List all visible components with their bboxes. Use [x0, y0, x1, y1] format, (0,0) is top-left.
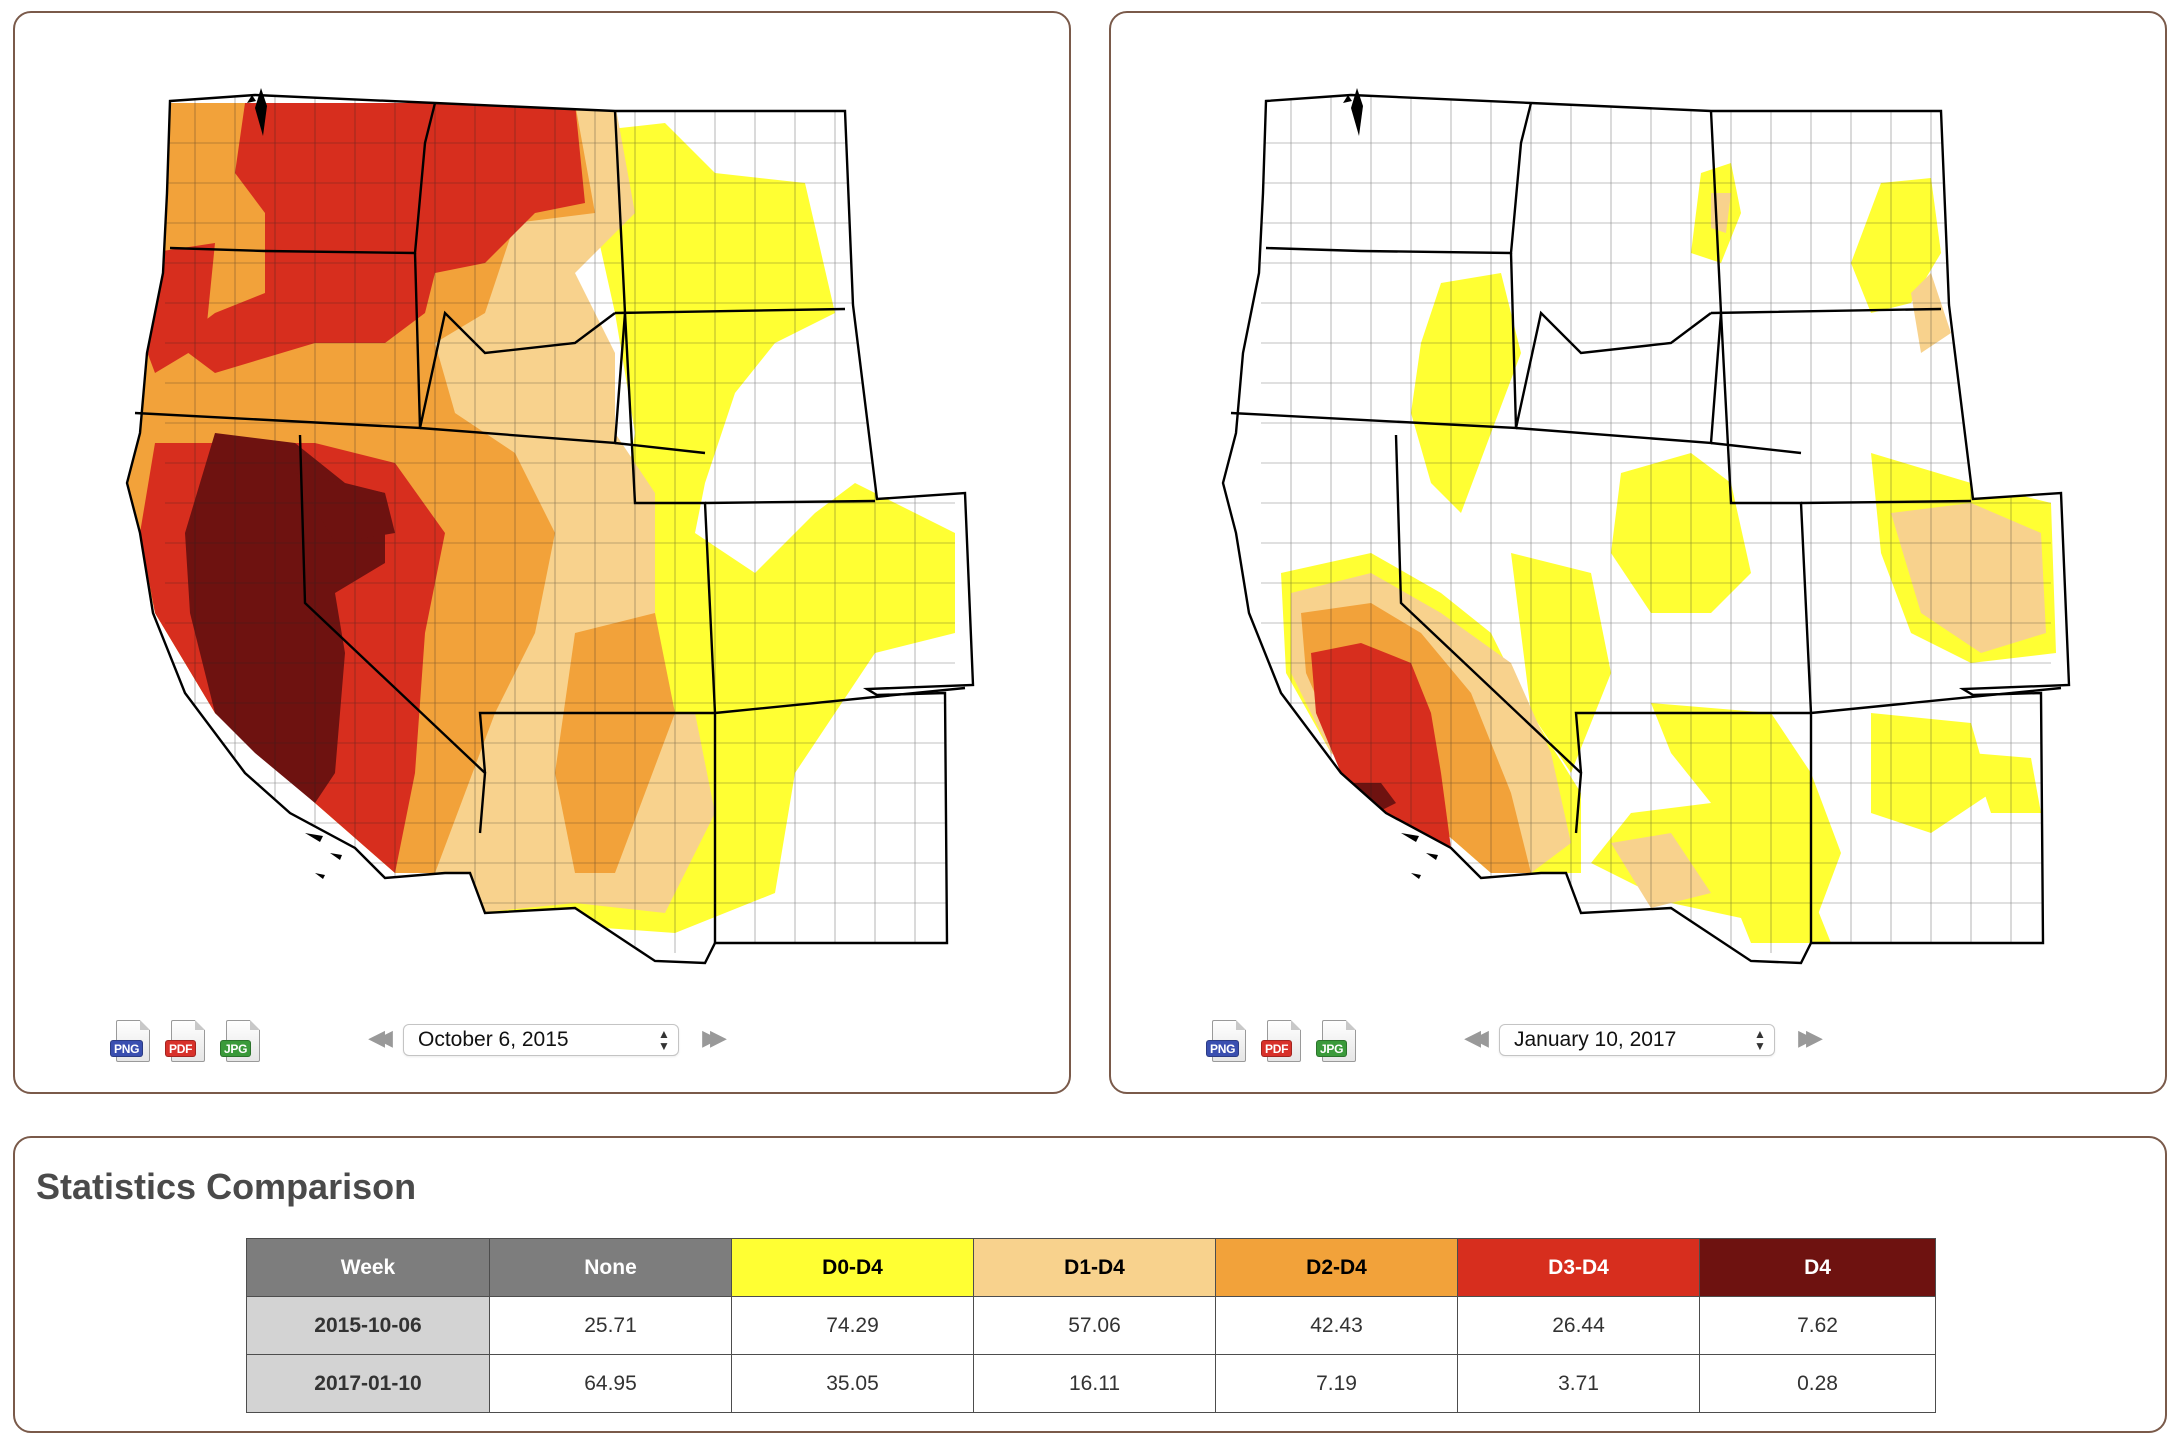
pdf-label: PDF	[1261, 1040, 1293, 1057]
week-cell: 2017-01-10	[246, 1354, 490, 1413]
header-d3-d4: D3-D4	[1457, 1238, 1700, 1297]
header-d4: D4	[1699, 1238, 1936, 1297]
png-label: PNG	[110, 1040, 144, 1057]
drought-map-2015	[125, 88, 975, 965]
value-cell: 25.71	[489, 1296, 732, 1355]
value-cell: 74.29	[731, 1296, 974, 1355]
week-cell: 2015-10-06	[246, 1296, 490, 1355]
fast-forward-icon: ▶▶	[1798, 1025, 1823, 1050]
fast-forward-icon: ▶▶	[702, 1025, 727, 1050]
table-row: 2015-10-06 25.71 74.29 57.06 42.43 26.44…	[246, 1296, 1936, 1355]
jpg-download-button[interactable]: JPG	[1316, 1018, 1364, 1068]
value-cell: 42.43	[1215, 1296, 1458, 1355]
pdf-download-button[interactable]: PDF	[1261, 1018, 1309, 1068]
next-week-button[interactable]: ▶▶	[1789, 1026, 1823, 1050]
jpg-download-button[interactable]: JPG	[220, 1018, 268, 1068]
table-header-row: Week None D0-D4 D1-D4 D2-D4 D3-D4 D4	[246, 1238, 1936, 1297]
header-d1-d4: D1-D4	[973, 1238, 1216, 1297]
value-cell: 7.62	[1699, 1296, 1936, 1355]
rewind-icon: ◀◀	[368, 1025, 393, 1050]
map-panel-2017: PNG PDF JPG ◀◀ January 10, 2017 ▲ ▼ ▶▶	[1109, 11, 2167, 1094]
map-panel-2015: PNG PDF JPG ◀◀ October 6, 2015 ▲ ▼ ▶▶	[13, 11, 1071, 1094]
selected-date: January 10, 2017	[1514, 1028, 1677, 1051]
date-select[interactable]: January 10, 2017 ▲ ▼	[1499, 1024, 1775, 1056]
table-row: 2017-01-10 64.95 35.05 16.11 7.19 3.71 0…	[246, 1354, 1936, 1413]
value-cell: 26.44	[1457, 1296, 1700, 1355]
header-d0-d4: D0-D4	[731, 1238, 974, 1297]
header-week: Week	[246, 1238, 490, 1297]
value-cell: 16.11	[973, 1354, 1216, 1413]
value-cell: 64.95	[489, 1354, 732, 1413]
value-cell: 57.06	[973, 1296, 1216, 1355]
next-week-button[interactable]: ▶▶	[693, 1026, 727, 1050]
map-controls: PNG PDF JPG ◀◀ October 6, 2015 ▲ ▼ ▶▶	[15, 1018, 1069, 1078]
date-select[interactable]: October 6, 2015 ▲ ▼	[403, 1024, 679, 1056]
value-cell: 35.05	[731, 1354, 974, 1413]
previous-week-button[interactable]: ◀◀	[359, 1026, 393, 1050]
png-download-button[interactable]: PNG	[110, 1018, 158, 1068]
value-cell: 3.71	[1457, 1354, 1700, 1413]
png-label: PNG	[1206, 1040, 1240, 1057]
map-controls: PNG PDF JPG ◀◀ January 10, 2017 ▲ ▼ ▶▶	[1111, 1018, 2165, 1078]
select-caret-icon: ▲ ▼	[1754, 1027, 1766, 1053]
jpg-label: JPG	[1316, 1040, 1348, 1057]
header-none: None	[489, 1238, 732, 1297]
statistics-title: Statistics Comparison	[36, 1166, 417, 1207]
previous-week-button[interactable]: ◀◀	[1455, 1026, 1489, 1050]
statistics-panel: Statistics Comparison Week None D0-D4 D1…	[13, 1136, 2167, 1433]
value-cell: 0.28	[1699, 1354, 1936, 1413]
header-d2-d4: D2-D4	[1215, 1238, 1458, 1297]
pdf-download-button[interactable]: PDF	[165, 1018, 213, 1068]
value-cell: 7.19	[1215, 1354, 1458, 1413]
selected-date: October 6, 2015	[418, 1028, 569, 1051]
png-download-button[interactable]: PNG	[1206, 1018, 1254, 1068]
pdf-label: PDF	[165, 1040, 197, 1057]
statistics-table: Week None D0-D4 D1-D4 D2-D4 D3-D4 D4 201…	[246, 1238, 1936, 1413]
jpg-label: JPG	[220, 1040, 252, 1057]
drought-map-2017	[1221, 88, 2071, 965]
rewind-icon: ◀◀	[1464, 1025, 1489, 1050]
select-caret-icon: ▲ ▼	[658, 1027, 670, 1053]
